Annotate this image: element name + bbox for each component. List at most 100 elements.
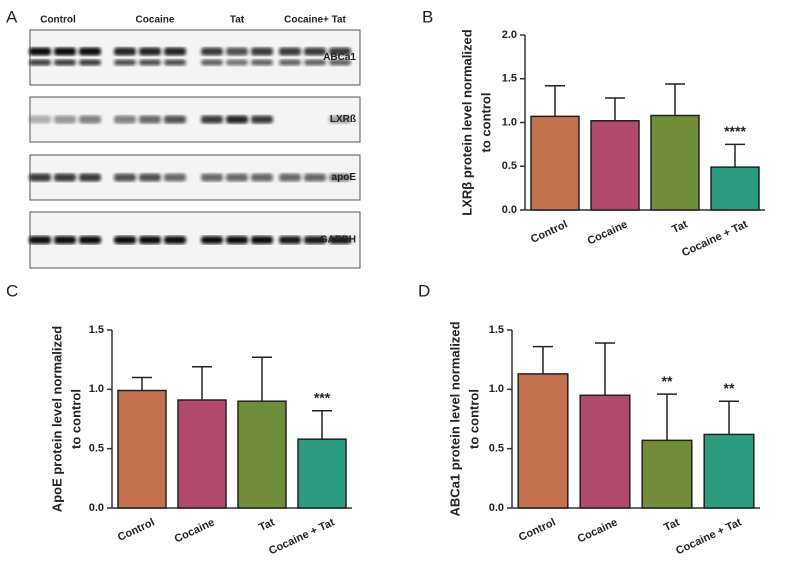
bar <box>517 373 569 509</box>
x-tick-label: Control <box>517 516 558 543</box>
blot-band <box>251 47 273 56</box>
blot-band <box>226 47 248 56</box>
bar <box>177 399 227 509</box>
blot-band <box>114 236 136 244</box>
blot-band <box>164 115 186 124</box>
y-tick-label: 1.0 <box>489 383 504 395</box>
y-tick-label: 1.5 <box>502 73 517 85</box>
x-tick-label: Cocaine <box>173 516 217 545</box>
blot-band <box>226 173 248 182</box>
y-tick-label: 0.0 <box>489 502 504 514</box>
blot-band <box>304 173 326 182</box>
significance: *** <box>314 389 331 405</box>
blot-band <box>251 236 273 244</box>
y-tick-label: 0.5 <box>489 443 504 455</box>
blot-band <box>251 115 273 124</box>
blot-band <box>54 115 76 124</box>
blot-band <box>329 115 351 124</box>
blot-band <box>226 236 248 244</box>
blot-band <box>139 115 161 124</box>
bar <box>237 400 287 509</box>
blot-group-label: Cocaine <box>136 15 175 26</box>
y-tick-label: 0.5 <box>502 160 517 172</box>
x-tick-label: Tat <box>662 516 682 534</box>
y-tick-label: 0.5 <box>89 443 104 455</box>
blot-band <box>304 47 326 56</box>
x-tick-label: Cocaine <box>586 218 630 247</box>
blot-band <box>279 236 301 244</box>
blot-band <box>139 59 161 66</box>
x-tick-label: Control <box>116 516 157 543</box>
blot-band <box>201 115 223 124</box>
x-tick-label: Tat <box>670 218 690 236</box>
y-axis-label: to control <box>466 389 481 449</box>
significance: ** <box>662 373 673 389</box>
blot-band <box>29 59 51 66</box>
blot-band <box>29 115 51 124</box>
bar <box>590 120 640 211</box>
x-tick-label: Cocaine <box>576 516 620 545</box>
blot-band <box>279 173 301 182</box>
y-tick-label: 1.0 <box>502 116 517 128</box>
blot-band <box>54 173 76 182</box>
blot-frame <box>29 29 361 86</box>
blot-band <box>79 59 101 66</box>
x-tick-label: Cocaine + Tat <box>680 218 750 259</box>
blot-band <box>279 47 301 56</box>
y-tick-label: 0.0 <box>89 502 104 514</box>
blot-band <box>251 173 273 182</box>
blot-band <box>329 59 351 66</box>
y-tick-label: 1.0 <box>89 383 104 395</box>
x-tick-label: Cocaine + Tat <box>267 516 337 557</box>
western-blot: Control Cocaine Tat Cocaine+ Tat ABCa1 LXRß ap… <box>29 15 361 269</box>
blot-band <box>304 59 326 66</box>
blot-band <box>201 47 223 56</box>
bar <box>117 389 167 509</box>
panel-label: A <box>6 7 18 26</box>
bar <box>297 438 347 509</box>
blot-band-label: GAPDH <box>320 235 356 246</box>
blot-band-label: LXRß <box>330 114 356 125</box>
blot-band <box>79 115 101 124</box>
blot-band <box>329 236 351 244</box>
bar <box>710 166 760 211</box>
y-axis-label: to control <box>68 389 83 449</box>
x-tick-label: Cocaine + Tat <box>674 516 744 557</box>
blot-band <box>114 47 136 56</box>
blot-band <box>79 236 101 244</box>
y-tick-label: 2.0 <box>502 29 517 41</box>
y-tick-label: 1.5 <box>489 324 504 336</box>
y-tick-label: 0.0 <box>502 204 517 216</box>
y-axis-label: ABCa1 protein level normalized <box>447 321 462 516</box>
blot-band-label: ABCa1 <box>323 52 356 63</box>
blot-band <box>139 236 161 244</box>
blot-band <box>329 173 351 182</box>
blot-band <box>164 173 186 182</box>
significance: **** <box>724 123 746 139</box>
blot-band <box>226 59 248 66</box>
panel-label: D <box>418 281 430 300</box>
panel-label: B <box>422 7 433 26</box>
x-tick-label: Tat <box>257 516 277 534</box>
y-axis-label: to control <box>478 93 493 153</box>
blot-band <box>29 47 51 56</box>
blot-band <box>54 236 76 244</box>
blot-band <box>139 173 161 182</box>
blot-band <box>329 47 351 56</box>
blot-group-label: Cocaine+ Tat <box>284 15 346 26</box>
blot-group-label: Control <box>40 15 76 26</box>
blot-band <box>114 59 136 66</box>
blot-band <box>54 47 76 56</box>
y-axis-label: ApoE protein level normalized <box>49 326 64 512</box>
blot-band <box>114 115 136 124</box>
blot-band <box>201 173 223 182</box>
blot-band <box>251 59 273 66</box>
blot-band <box>201 236 223 244</box>
y-tick-label: 1.5 <box>89 324 104 336</box>
y-axis-label: LXRβ protein level normalized <box>459 29 474 215</box>
bar <box>650 114 700 211</box>
blot-band <box>304 236 326 244</box>
bar <box>641 439 693 509</box>
significance: ** <box>724 380 735 396</box>
